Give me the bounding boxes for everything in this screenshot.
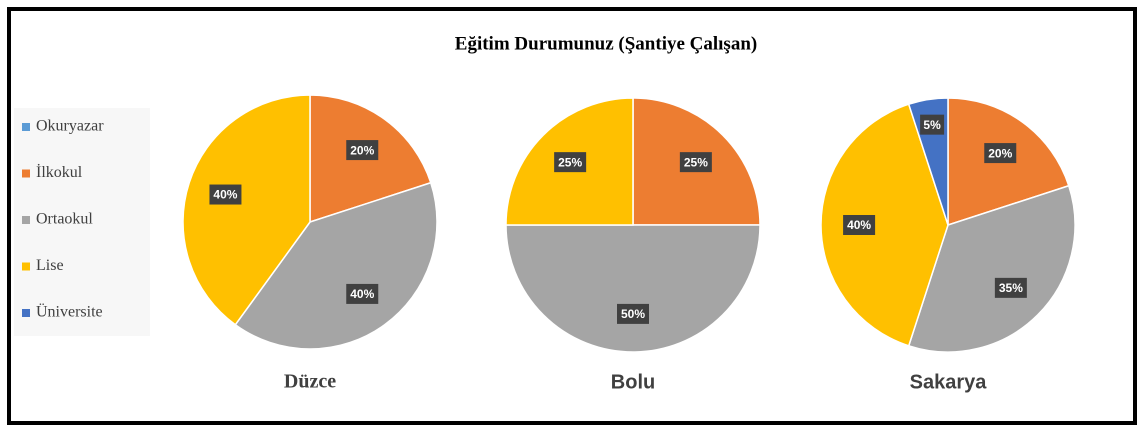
data-label: 5% bbox=[923, 118, 941, 132]
pie-slice bbox=[234, 181, 438, 350]
pie-title: Sakarya bbox=[910, 371, 988, 393]
data-label-box bbox=[554, 152, 587, 173]
legend-swatch bbox=[22, 262, 30, 271]
pie-slice bbox=[907, 184, 1076, 353]
pie-title: Bolu bbox=[611, 371, 655, 393]
data-label-box bbox=[617, 303, 649, 324]
data-label: 20% bbox=[350, 143, 374, 157]
data-label: 50% bbox=[621, 307, 645, 321]
data-label: 40% bbox=[350, 287, 374, 301]
legend-label: Üniversite bbox=[36, 303, 103, 321]
data-label-box bbox=[346, 283, 379, 304]
legend-box bbox=[14, 108, 150, 336]
data-label-box bbox=[994, 277, 1027, 298]
data-label-box bbox=[679, 152, 712, 173]
chart-title: Eğitim Durumunuz (Şantiye Çalışan) bbox=[455, 33, 757, 54]
data-label: 25% bbox=[558, 155, 582, 169]
data-label-box bbox=[984, 143, 1017, 164]
legend-label: Ortaokul bbox=[36, 211, 93, 228]
data-label: 20% bbox=[988, 146, 1012, 160]
legend-swatch bbox=[22, 169, 30, 178]
pie-title: Düzce bbox=[284, 371, 336, 393]
data-label-box bbox=[346, 140, 379, 161]
pie-slice bbox=[505, 224, 761, 353]
data-label: 40% bbox=[213, 188, 237, 202]
pie-slice bbox=[182, 94, 311, 326]
legend-swatch bbox=[22, 123, 30, 131]
data-label-box bbox=[843, 215, 876, 235]
legend-label: İlkokul bbox=[36, 163, 83, 181]
legend-label: Okuryazar bbox=[36, 118, 104, 135]
data-label: 25% bbox=[684, 155, 708, 169]
legend-swatch bbox=[22, 309, 30, 317]
pie-slice bbox=[820, 103, 949, 347]
data-label: 35% bbox=[999, 281, 1023, 295]
legend-label: Lise bbox=[36, 257, 64, 274]
data-label: 40% bbox=[847, 218, 871, 232]
data-label-box bbox=[920, 114, 945, 135]
data-label-box bbox=[209, 184, 242, 205]
legend-swatch bbox=[22, 216, 30, 224]
